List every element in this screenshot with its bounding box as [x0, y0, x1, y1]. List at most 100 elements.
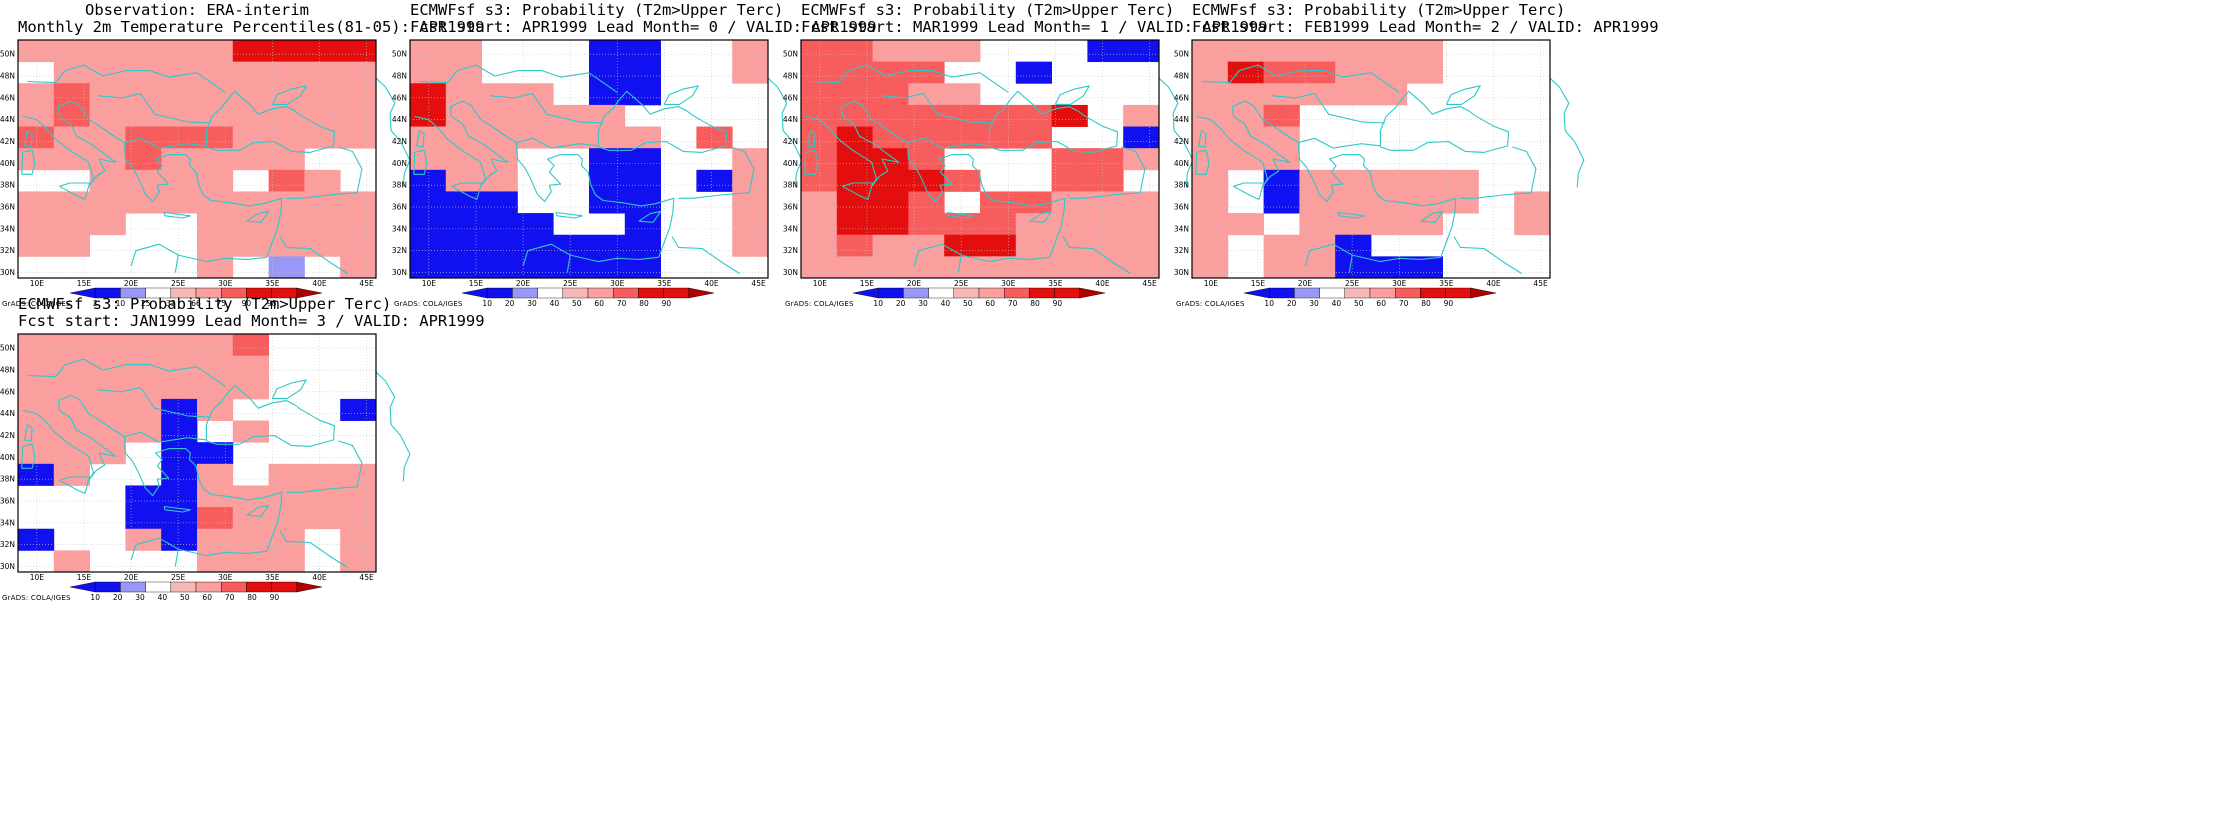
grid-cell: [1299, 234, 1336, 257]
lat-tick-label: 40N: [0, 159, 15, 168]
grid-cell: [18, 463, 55, 486]
grid-cell: [481, 169, 518, 192]
panel-title-line2: Fcst start: MAR1999 Lead Month= 1 / VALI…: [801, 18, 1268, 36]
lat-tick-label: 46N: [0, 387, 15, 396]
grid-cell: [1051, 256, 1088, 279]
grid-cell: [801, 40, 838, 63]
grid-cell: [161, 485, 198, 508]
grid-cell: [410, 234, 447, 257]
coastline: [1460, 146, 1537, 199]
grid-cell: [304, 83, 341, 106]
grid-cell: [340, 528, 377, 551]
grid-cell: [801, 256, 838, 279]
colorbar-tick-label: 90: [662, 299, 672, 308]
coastline: [24, 424, 33, 442]
grid-cell: [18, 442, 55, 465]
grid-cell: [1263, 191, 1300, 214]
grid-cell: [872, 191, 909, 214]
colorbar-tick-label: 90: [1053, 299, 1063, 308]
lon-tick-label: 15E: [1251, 279, 1266, 288]
grid-cell: [89, 355, 126, 378]
coastline: [810, 64, 1009, 93]
grid-cell: [445, 126, 482, 149]
grid-cell: [944, 169, 981, 192]
grid-cell: [445, 256, 482, 279]
grid-cell: [1335, 169, 1372, 192]
grid-cell: [161, 528, 198, 551]
grid-cell: [1227, 213, 1264, 236]
grid-cell: [872, 169, 909, 192]
coastline: [286, 146, 363, 199]
grid-cell: [53, 191, 90, 214]
coastline: [566, 255, 571, 273]
grid-cell: [161, 104, 198, 127]
coastline: [671, 236, 740, 275]
grid-cell: [836, 213, 873, 236]
colorbar-tick-label: 50: [572, 299, 582, 308]
grid-cell: [197, 61, 234, 84]
grid-cell: [553, 104, 590, 127]
colorbar-tick-label: 40: [158, 593, 168, 602]
lat-tick-label: 44N: [1174, 115, 1189, 124]
grid-cell: [1227, 126, 1264, 149]
grid-cell: [908, 61, 945, 84]
grid-cell: [908, 256, 945, 279]
colorbar-tick-label: 50: [1354, 299, 1364, 308]
coastline: [957, 255, 962, 273]
lon-tick-label: 40E: [1486, 279, 1501, 288]
grid-cell: [89, 126, 126, 149]
grid-cell: [53, 83, 90, 106]
grid-cell: [161, 398, 198, 421]
grid-cell: [445, 148, 482, 171]
grid-cell: [161, 191, 198, 214]
grid-cell: [801, 234, 838, 257]
grid-cell: [589, 40, 626, 63]
grid-cell: [944, 213, 981, 236]
grid-cell: [1299, 169, 1336, 192]
grid-cell: [1087, 234, 1124, 257]
grid-cell: [980, 234, 1017, 257]
coastline: [27, 64, 226, 93]
colorbar: 10 20 30 40 50 60 70 80 90: [461, 287, 715, 308]
lat-tick-label: 44N: [783, 115, 798, 124]
grid-cell: [197, 355, 234, 378]
grid-cell: [1192, 256, 1229, 279]
lon-tick-label: 10E: [30, 279, 45, 288]
grid-cell: [268, 507, 305, 530]
grid-cell: [1335, 213, 1372, 236]
grid-cell: [340, 485, 377, 508]
grid-cell: [340, 256, 377, 279]
lat-tick-label: 48N: [392, 72, 407, 81]
lat-tick-label: 34N: [783, 224, 798, 233]
coastline: [21, 443, 36, 469]
grid-cell: [1335, 40, 1372, 63]
lat-tick-label: 38N: [1174, 181, 1189, 190]
grid-cell: [232, 191, 269, 214]
grid-cell: [268, 83, 305, 106]
grid-cell: [268, 550, 305, 573]
lat-tick-label: 44N: [0, 409, 15, 418]
grid-cell: [340, 104, 377, 127]
grid-cell: [1227, 148, 1264, 171]
grid-cell: [624, 213, 661, 236]
grid-cell: [1192, 148, 1229, 171]
grid-cell: [445, 234, 482, 257]
lat-tick-label: 30N: [392, 268, 407, 277]
grid-cell: [1192, 104, 1229, 127]
lat-tick-label: 48N: [0, 72, 15, 81]
grid-cell: [53, 234, 90, 257]
grid-cell: [18, 126, 55, 149]
grid-cell: [908, 191, 945, 214]
coastline: [462, 100, 675, 258]
grid-cell: [553, 234, 590, 257]
colorbar-tick-label: 60: [985, 299, 995, 308]
lat-tick-label: 50N: [783, 50, 798, 59]
grid-cell: [232, 83, 269, 106]
grid-cell: [161, 148, 198, 171]
grid-cell: [836, 234, 873, 257]
grid-cell: [161, 334, 198, 357]
grid-cell: [232, 61, 269, 84]
grid-cell: [517, 213, 554, 236]
colorbar-tick-label: 10: [116, 299, 126, 308]
grid-cell: [161, 420, 198, 443]
